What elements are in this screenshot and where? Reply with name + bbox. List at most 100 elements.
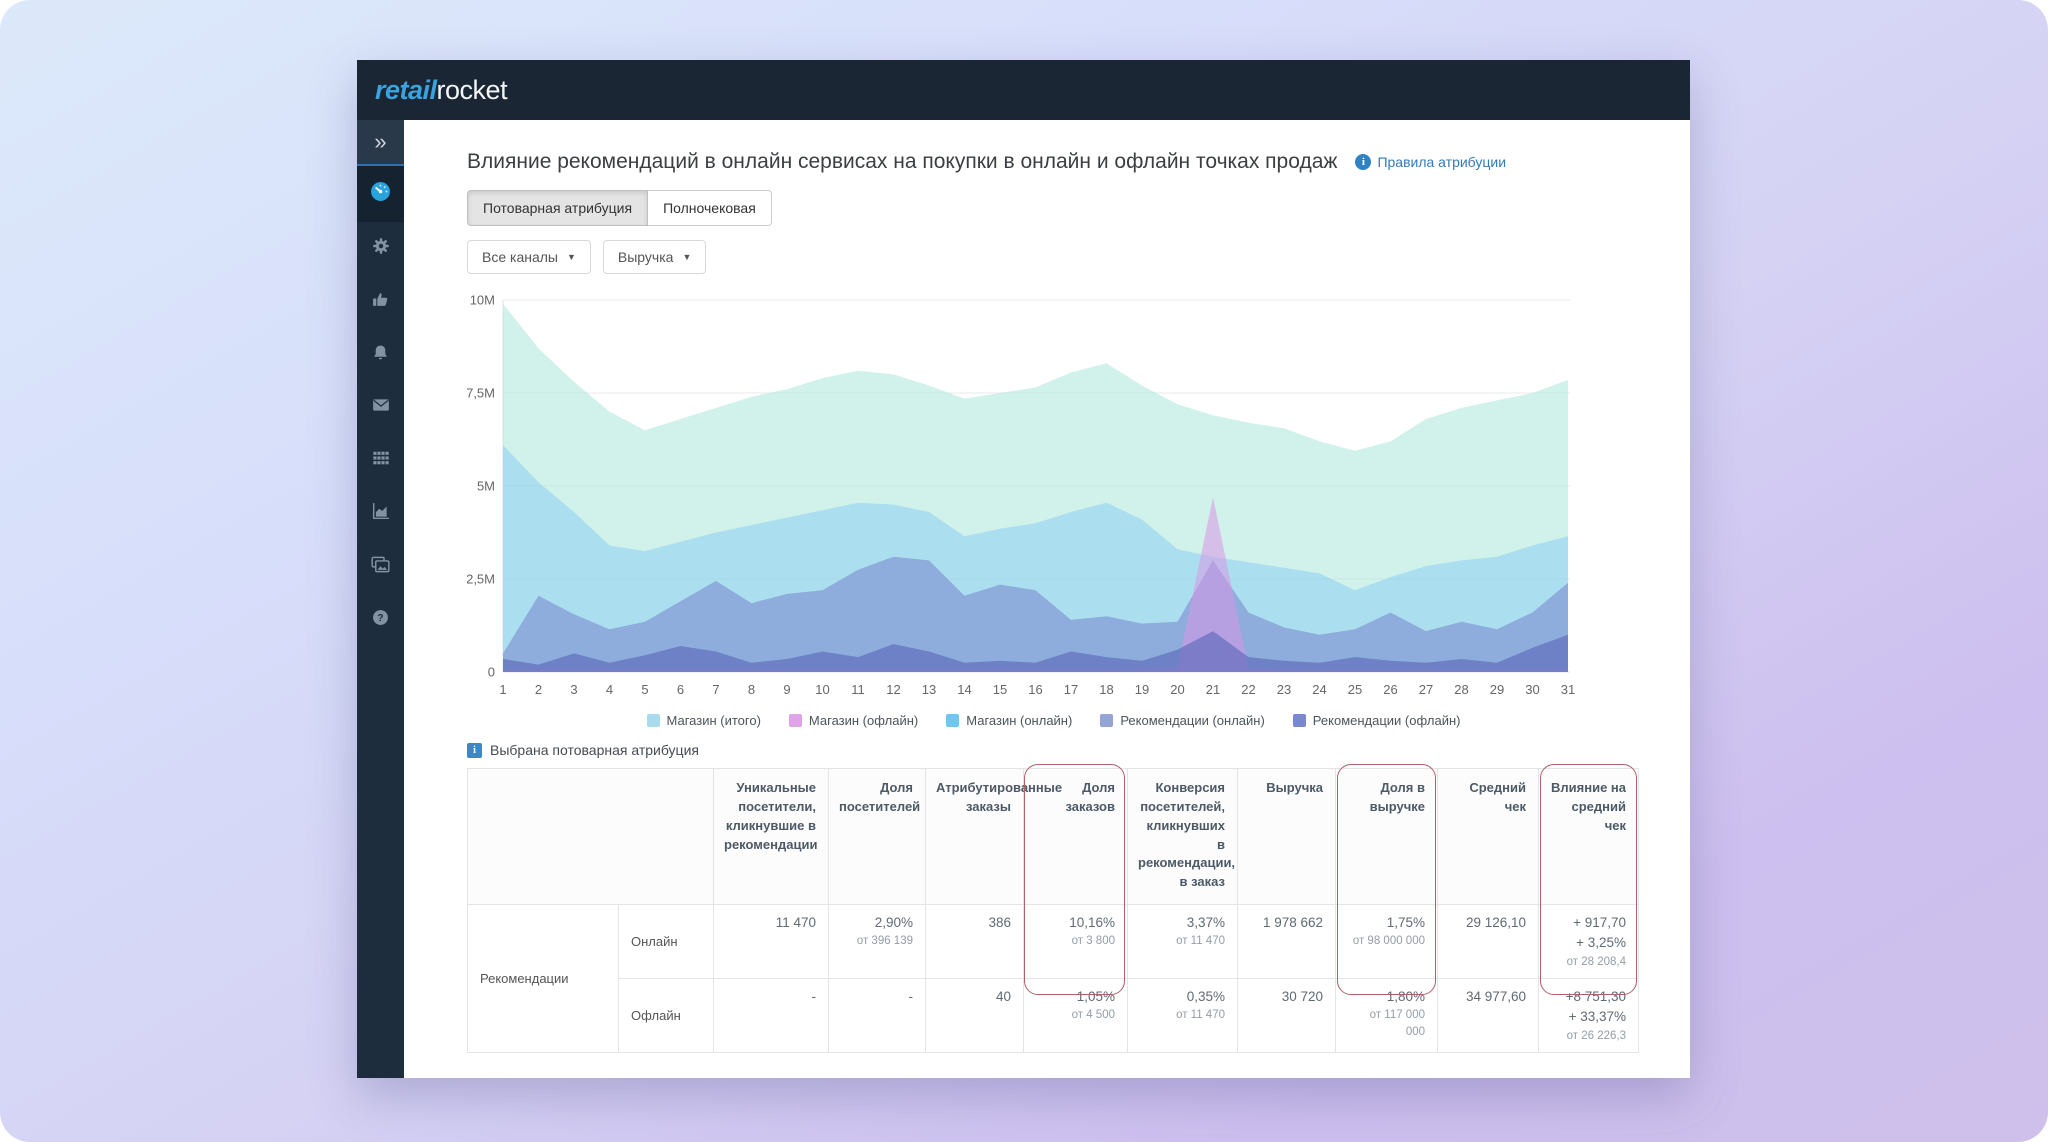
- channels-dropdown[interactable]: Все каналы ▼: [467, 240, 591, 274]
- attribution-table: Уникальные посетители, кликнувшие в реко…: [467, 768, 1639, 1053]
- header-revenue: Выручка: [1238, 769, 1336, 905]
- gear-icon: [372, 237, 390, 260]
- svg-text:?: ?: [377, 613, 383, 624]
- svg-text:12: 12: [886, 682, 900, 697]
- sidebar-item-settings[interactable]: [357, 222, 404, 275]
- svg-text:3: 3: [570, 682, 577, 697]
- retailrocket-logo: retailrocket: [375, 75, 507, 106]
- svg-text:9: 9: [783, 682, 790, 697]
- metric-dropdown[interactable]: Выручка ▼: [603, 240, 706, 274]
- chevron-down-icon: ▼: [567, 252, 576, 262]
- logo-rocket: rocket: [437, 75, 508, 105]
- attribution-table-wrap: Уникальные посетители, кликнувшие в реко…: [467, 768, 1638, 1053]
- svg-text:15: 15: [993, 682, 1007, 697]
- sidebar-item-dashboard[interactable]: [357, 166, 404, 222]
- area-chart-canvas: 10M7,5M5M2,5M012345678910111213141516171…: [467, 292, 1640, 704]
- svg-text:7,5M: 7,5M: [467, 386, 495, 401]
- svg-text:31: 31: [1561, 682, 1575, 697]
- sidebar-item-help[interactable]: ?: [357, 593, 404, 646]
- header-unique-visitors: Уникальные посетители, кликнувшие в реко…: [714, 769, 829, 905]
- svg-text:22: 22: [1241, 682, 1255, 697]
- svg-text:11: 11: [851, 682, 865, 697]
- legend-item[interactable]: Магазин (офлайн): [789, 713, 918, 728]
- legend-label: Магазин (итого): [667, 713, 761, 728]
- svg-text:14: 14: [957, 682, 971, 697]
- header-avg-check-impact: Влияние на средний чек: [1539, 769, 1639, 905]
- attribution-rules-link[interactable]: i Правила атрибуции: [1355, 154, 1506, 170]
- svg-text:10: 10: [815, 682, 829, 697]
- legend-swatch: [1293, 714, 1306, 727]
- table-header-row: Уникальные посетители, кликнувшие в реко…: [468, 769, 1639, 905]
- sidebar-collapse-button[interactable]: »: [357, 120, 404, 166]
- area-chart-icon: [372, 502, 390, 525]
- sidebar-item-recommendations[interactable]: [357, 275, 404, 328]
- sidebar-item-analytics[interactable]: [357, 487, 404, 540]
- sidebar-item-data-table[interactable]: [357, 434, 404, 487]
- bell-icon: [372, 344, 389, 366]
- svg-text:0: 0: [488, 665, 495, 680]
- svg-text:30: 30: [1525, 682, 1539, 697]
- attribution-chart: 10M7,5M5M2,5M012345678910111213141516171…: [467, 292, 1640, 728]
- thumbs-up-icon: [372, 291, 389, 313]
- svg-text:17: 17: [1064, 682, 1078, 697]
- svg-text:8: 8: [748, 682, 755, 697]
- tab-per-item-attribution[interactable]: Потоварная атрибуция: [467, 190, 648, 226]
- legend-label: Рекомендации (офлайн): [1313, 713, 1461, 728]
- header-revenue-share: Доля в выручке: [1336, 769, 1438, 905]
- table-row-offline: Офлайн - - 40 1,05%от 4 500 0,35%от 11 4…: [468, 979, 1639, 1053]
- group-recommendations: Рекомендации: [468, 905, 619, 1053]
- attribution-tabs: Потоварная атрибуция Полночековая: [467, 190, 772, 226]
- channel-offline: Офлайн: [619, 979, 714, 1053]
- main-content: Влияние рекомендаций в онлайн сервисах н…: [404, 120, 1690, 1078]
- legend-swatch: [647, 714, 660, 727]
- page-title: Влияние рекомендаций в онлайн сервисах н…: [467, 150, 1337, 174]
- legend-item[interactable]: Магазин (онлайн): [946, 713, 1072, 728]
- svg-text:2: 2: [535, 682, 542, 697]
- logo-retail: retail: [375, 75, 437, 105]
- svg-text:7: 7: [712, 682, 719, 697]
- svg-text:27: 27: [1419, 682, 1433, 697]
- info-square-icon: i: [467, 743, 482, 758]
- question-circle-icon: ?: [372, 609, 389, 631]
- sidebar-nav: »: [357, 120, 404, 1078]
- header-avg-check: Средний чек: [1438, 769, 1539, 905]
- legend-item[interactable]: Рекомендации (офлайн): [1293, 713, 1461, 728]
- legend-label: Рекомендации (онлайн): [1120, 713, 1264, 728]
- header-blank: [468, 769, 714, 905]
- svg-text:19: 19: [1135, 682, 1149, 697]
- svg-text:29: 29: [1490, 682, 1504, 697]
- gauge-dashboard-icon: [370, 181, 391, 207]
- svg-text:20: 20: [1170, 682, 1184, 697]
- chevron-down-icon: ▼: [682, 252, 691, 262]
- svg-text:6: 6: [677, 682, 684, 697]
- app-header: retailrocket: [357, 60, 1690, 120]
- sidebar-item-media[interactable]: [357, 540, 404, 593]
- svg-text:1: 1: [499, 682, 506, 697]
- svg-text:13: 13: [922, 682, 936, 697]
- svg-text:4: 4: [606, 682, 613, 697]
- legend-swatch: [1100, 714, 1113, 727]
- attribution-note: i Выбрана потоварная атрибуция: [467, 742, 1640, 758]
- channel-online: Онлайн: [619, 905, 714, 979]
- legend-label: Магазин (онлайн): [966, 713, 1072, 728]
- svg-text:5: 5: [641, 682, 648, 697]
- images-icon: [371, 555, 390, 579]
- info-circle-icon: i: [1355, 154, 1371, 170]
- sidebar-item-mail[interactable]: [357, 381, 404, 434]
- legend-swatch: [946, 714, 959, 727]
- header-conversion: Конверсия посетителей, кликнувших в реко…: [1128, 769, 1238, 905]
- svg-text:16: 16: [1028, 682, 1042, 697]
- svg-text:26: 26: [1383, 682, 1397, 697]
- legend-label: Магазин (офлайн): [809, 713, 918, 728]
- sidebar-item-notifications[interactable]: [357, 328, 404, 381]
- legend-item[interactable]: Рекомендации (онлайн): [1100, 713, 1264, 728]
- header-attributed-orders: Атрибутированные заказы: [926, 769, 1024, 905]
- table-row-online: Рекомендации Онлайн 11 470 2,90%от 396 1…: [468, 905, 1639, 979]
- svg-text:24: 24: [1312, 682, 1326, 697]
- envelope-icon: [372, 396, 390, 419]
- svg-text:23: 23: [1277, 682, 1291, 697]
- double-chevron-right-icon: »: [374, 131, 386, 153]
- legend-swatch: [789, 714, 802, 727]
- tab-full-receipt[interactable]: Полночековая: [648, 190, 772, 226]
- legend-item[interactable]: Магазин (итого): [647, 713, 761, 728]
